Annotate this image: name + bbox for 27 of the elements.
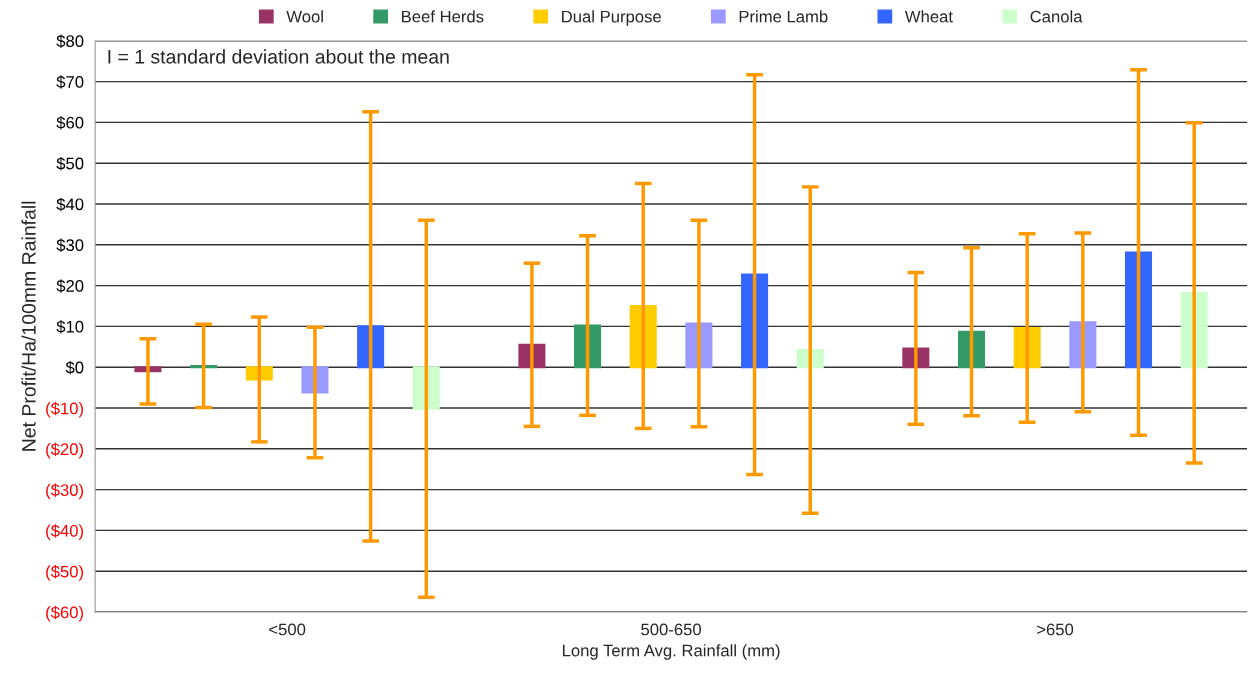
y-tick-label: $10 [56,320,84,334]
y-tick-label: ($60) [46,605,84,622]
x-tick-label: <500 [269,623,306,636]
legend-label: Dual Purpose [562,10,661,26]
x-axis-title: Long Term Avg. Rainfall (mm) [562,644,780,660]
y-tick-label: $0 [65,360,84,375]
y-tick-label: $20 [56,279,84,293]
y-tick-label: $50 [56,156,84,171]
x-tick-label: 500-650 [641,623,702,636]
y-tick-label: ($30) [46,483,84,500]
y-tick-label: $80 [56,34,84,48]
legend-label: Beef Herds [402,10,484,23]
y-axis-title: Net Profit/Ha/100mm Rainfall [21,201,36,451]
legend-label: Wool [286,10,323,23]
y-tick-label: ($10) [46,401,84,418]
y-tick-label: $70 [56,75,84,89]
annotation: I = 1 standard deviation about the mean [108,49,449,64]
x-tick-label: >650 [1037,623,1074,636]
legend-label: Wheat [904,10,953,23]
legend-label: Prime Lamb [739,10,828,23]
legend-label: Canola [1030,10,1083,23]
y-tick-label: ($50) [46,565,84,581]
y-tick-label: $40 [56,197,84,212]
y-tick-label: ($20) [46,442,84,459]
y-tick-label: $60 [56,116,84,130]
y-tick-label: ($40) [46,524,84,541]
y-tick-label: $30 [56,238,84,252]
